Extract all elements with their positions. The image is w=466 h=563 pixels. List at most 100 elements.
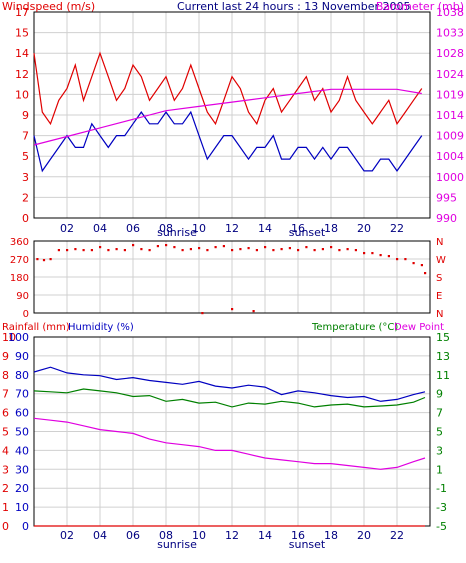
rainfall-tick-label: 3 (2, 463, 9, 476)
windspeed-label: Windspeed (m/s) (2, 0, 95, 13)
wind-dir-point (239, 248, 242, 251)
rain-temp-x-tick-label: 20 (357, 529, 371, 542)
barometer-tick-label: 1038 (436, 6, 464, 19)
wind-baro-x-tick-label: 14 (258, 222, 272, 235)
windspeed-tick-label: 15 (15, 27, 29, 40)
wind-dir-point (222, 245, 225, 248)
rain-temp-x-tick-label: 10 (192, 529, 206, 542)
windspeed-tick-label: 0 (22, 212, 29, 225)
sunrise-label-top: sunrise (157, 226, 197, 239)
windspeed-tick-label: 17 (15, 6, 29, 19)
wind-dir-point (165, 244, 168, 247)
wind-dir-point (247, 247, 250, 250)
wind-dir-point (49, 258, 52, 261)
wind-dir-point (132, 244, 135, 247)
humidity-tick-label: 40 (15, 444, 29, 457)
red-series-line (33, 51, 423, 126)
blue-series-line (33, 110, 423, 173)
windspeed-tick-label: 12 (15, 68, 29, 81)
wind-dir-point (387, 255, 390, 258)
rain-temp-grid (34, 336, 430, 527)
rain-temp-x-tick-label: 06 (126, 529, 140, 542)
rain-temp-x-ticks: 02 04 06 08 10 12 14 16 18 20 22 (60, 529, 404, 542)
wind-dir-point (66, 249, 69, 252)
wind-dir-point (354, 249, 357, 252)
wind-dir-point (148, 249, 151, 252)
wind-baro-x-tick-label: 10 (192, 222, 206, 235)
wind-dir-point (346, 248, 349, 251)
wind-dir-point (255, 249, 258, 252)
wind-dir-point (297, 249, 300, 252)
wind-dir-point (57, 249, 60, 252)
windspeed-tick-label: 14 (15, 47, 29, 60)
rainfall-tick-label: 4 (2, 444, 9, 457)
wind-dir-point (42, 259, 46, 262)
rainfall-tick-label: 0 (2, 520, 9, 533)
rain-temp-x-tick-label: 14 (258, 529, 272, 542)
barometer-tick-label: 1009 (436, 130, 464, 143)
wind-dir-point (107, 249, 110, 252)
rain-temp-series (33, 366, 426, 527)
wind-baro-x-tick-label: 04 (93, 222, 107, 235)
wind-dir-point (288, 247, 291, 250)
barometer-tick-label: 1028 (436, 47, 464, 60)
wind-dir-point (424, 272, 427, 275)
rain-temp-x-tick-label: 22 (390, 529, 404, 542)
wind-dir-degree-label: 360 (10, 237, 29, 248)
rainfall-tick-label: 6 (2, 407, 9, 420)
dewpoint-label: Dew Point (394, 322, 444, 333)
humidity-tick-label: 50 (15, 426, 29, 439)
wind-baro-x-tick-label: 16 (291, 222, 305, 235)
rain-temp-x-tick-label: 02 (60, 529, 74, 542)
barometer-tick-label: 1014 (436, 109, 464, 122)
barometer-tick-label: 990 (436, 212, 457, 225)
wind-dir-point (396, 258, 399, 261)
rain-temp-x-tick-label: 12 (225, 529, 239, 542)
humidity-label: Humidity (%) (68, 322, 134, 333)
barometer-tick-label: 1033 (436, 27, 464, 40)
sunset-label-bottom: sunset (289, 538, 326, 551)
barometer-tick-label: 1000 (436, 171, 464, 184)
temperature-tick-label: -5 (436, 520, 447, 533)
wind-dir-point (404, 258, 407, 261)
wind-baro-x-tick-label: 08 (159, 222, 173, 235)
temperature-tick-label: 15 (436, 331, 450, 344)
wind-dir-degree-label: 90 (16, 291, 29, 302)
wind-dir-point (379, 254, 382, 257)
wind-dir-degree-ticks: 360 270 180 90 0 (10, 237, 29, 320)
humidity-tick-label: 80 (15, 369, 29, 382)
rain-temp-x-tick-label: 04 (93, 529, 107, 542)
rainfall-tick-label: 9 (2, 350, 9, 363)
wind-dir-points (36, 244, 427, 315)
wind-dir-point (189, 248, 192, 251)
wind-dir-point (420, 264, 423, 267)
wind-dir-point (74, 248, 77, 251)
wind-dir-point (412, 262, 415, 265)
windspeed-tick-label: 10 (15, 88, 29, 101)
wind-dir-grid (34, 240, 430, 314)
windspeed-tick-label: 9 (22, 109, 29, 122)
rain-temp-x-tick-label: 18 (324, 529, 338, 542)
wind-dir-compass-label: S (436, 273, 442, 284)
wind-dir-point (280, 248, 283, 251)
wind-dir-point (363, 252, 366, 255)
wind-baro-series (33, 51, 423, 173)
windspeed-tick-label: 2 (22, 191, 29, 204)
temperature-tick-label: 11 (436, 369, 450, 382)
wind-dir-point (99, 246, 102, 249)
green-rain-temp-line (33, 388, 426, 408)
wind-dir-compass-label: W (436, 255, 446, 266)
wind-dir-point (231, 308, 234, 311)
temperature-ticks: 15 13 11 9 7 5 3 1 -1 -3 -5 (436, 331, 450, 533)
wind-baro-x-tick-label: 06 (126, 222, 140, 235)
rainfall-label: Rainfall (mm) (2, 322, 70, 333)
windspeed-ticks: 17 15 14 12 10 9 7 5 3 2 0 (15, 6, 29, 225)
wind-dir-compass-label: E (436, 291, 442, 302)
wind-dir-point (181, 249, 184, 252)
humidity-tick-label: 70 (15, 388, 29, 401)
barometer-ticks: 1038 1033 1028 1024 1019 1014 1009 1004 1000 995 9… (436, 6, 464, 225)
wind-dir-frame (33, 240, 431, 314)
magenta-series-line (33, 88, 422, 146)
